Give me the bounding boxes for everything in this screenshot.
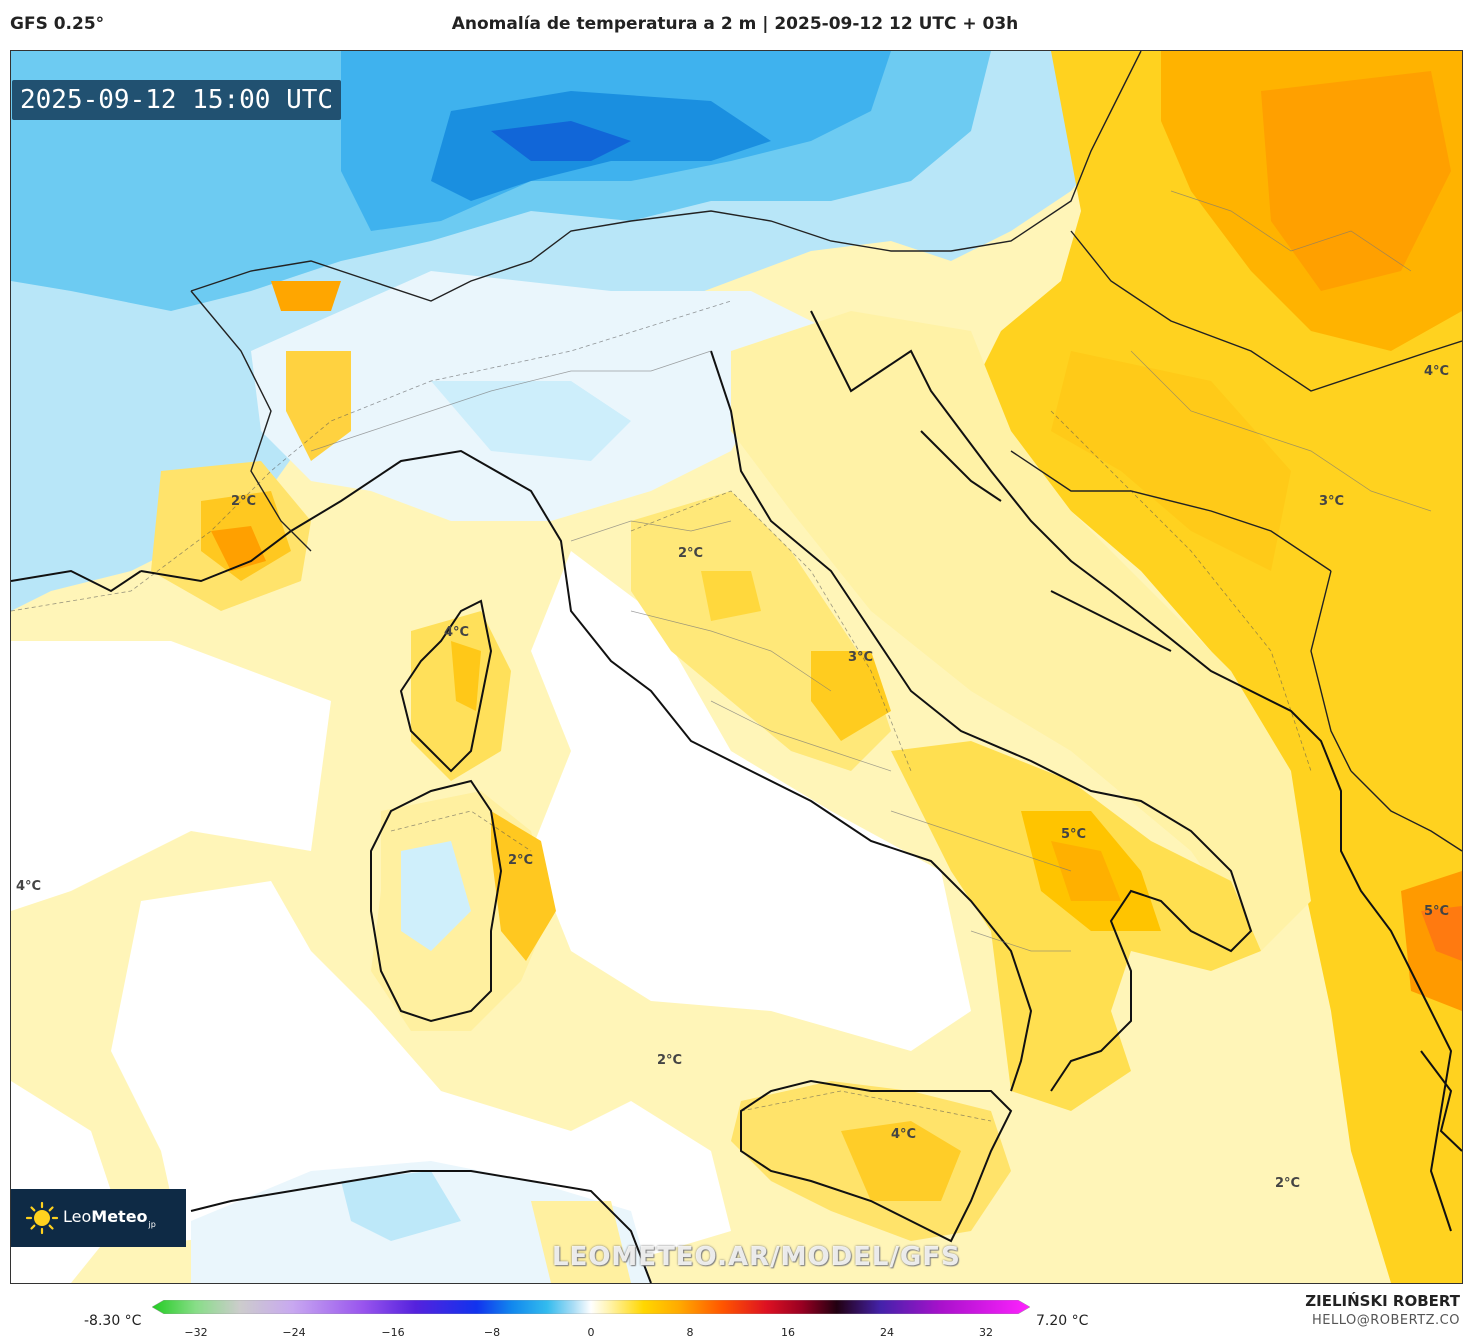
author-name: ZIELIŃSKI ROBERT (1305, 1292, 1460, 1310)
model-watermark: LEOMETEO.AR/MODEL/GFS (552, 1242, 961, 1272)
map-canvas[interactable] (10, 50, 1463, 1284)
colorbar-tick: 32 (979, 1326, 993, 1339)
timestamp-badge: 2025-09-12 15:00 UTC (12, 80, 342, 120)
colorbar-tick: 8 (686, 1326, 694, 1339)
label-balkans-3: 3°C (1319, 494, 1345, 509)
label-greece: 5°C (1424, 904, 1450, 919)
colorbar-min-label: -8.30 °C (84, 1313, 142, 1329)
label-sardinia: 2°C (508, 853, 534, 868)
colorbar (152, 1300, 1030, 1314)
label-corsica: 4°C (444, 625, 470, 640)
map-graphic (11, 51, 1462, 1283)
colorbar-tick: 16 (781, 1326, 795, 1339)
label-abruzzo: 3°C (848, 650, 874, 665)
label-ionian: 2°C (1275, 1176, 1301, 1191)
colorbar-tick: 0 (587, 1326, 595, 1339)
label-puglia: 5°C (1061, 827, 1087, 842)
label-sicily: 4°C (891, 1127, 917, 1142)
model-name: GFS 0.25° (10, 14, 105, 34)
label-west-edge: 4°C (16, 879, 42, 894)
colorbar-tick: −32 (184, 1326, 208, 1339)
label-tuscany: 2°C (678, 546, 704, 561)
sun-icon (25, 1201, 59, 1235)
leometeo-logo[interactable]: LeoMeteojp (11, 1189, 186, 1247)
colorbar-max-label: 7.20 °C (1036, 1313, 1089, 1329)
colorbar-tick: −24 (282, 1326, 306, 1339)
map-title: Anomalía de temperatura a 2 m | 2025-09-… (451, 14, 1019, 34)
colorbar-tick: −16 (381, 1326, 405, 1339)
label-tyrrhenian: 2°C (657, 1053, 683, 1068)
colorbar-tick: −8 (483, 1326, 501, 1339)
colorbar-ticks: −32 −24 −16 −8 0 8 16 24 32 (0, 1326, 1470, 1340)
logo-text: LeoMeteojp (63, 1207, 156, 1229)
colorbar-tick: 24 (880, 1326, 894, 1339)
label-france-south: 2°C (231, 494, 257, 509)
author-email[interactable]: HELLO@ROBERTZ.CO (1311, 1313, 1460, 1328)
label-balkans-4: 4°C (1424, 364, 1450, 379)
